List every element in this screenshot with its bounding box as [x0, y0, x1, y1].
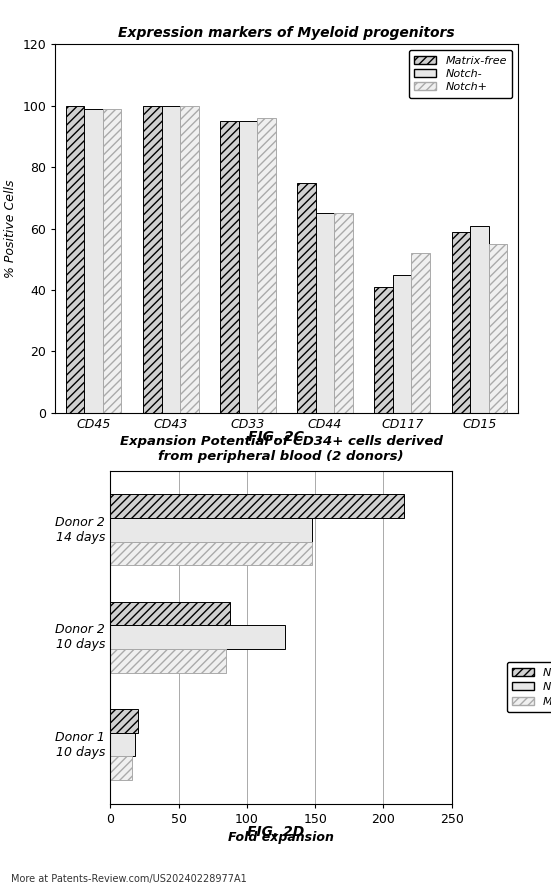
Bar [393, 274, 412, 413]
Bar [412, 253, 430, 413]
Bar [239, 121, 257, 413]
Bar [66, 106, 84, 413]
Title: Expansion Potential of CD34+ cells derived
from peripheral blood (2 donors): Expansion Potential of CD34+ cells deriv… [120, 434, 442, 463]
Bar [375, 287, 393, 413]
Bar [220, 121, 239, 413]
Text: FIG. 2D: FIG. 2D [247, 825, 304, 839]
Bar [180, 106, 198, 413]
Bar [110, 649, 226, 672]
Bar [334, 213, 353, 413]
Text: FIG. 2C: FIG. 2C [247, 430, 304, 444]
Bar [110, 625, 285, 649]
Bar [489, 244, 507, 413]
Bar [257, 118, 276, 413]
Bar [84, 109, 103, 413]
Bar [470, 226, 489, 413]
Bar [316, 213, 334, 413]
Legend: Matrix-free, Notch-, Notch+: Matrix-free, Notch-, Notch+ [409, 50, 512, 98]
X-axis label: Fold expansion: Fold expansion [228, 831, 334, 844]
Bar [161, 106, 180, 413]
Bar [110, 542, 312, 565]
Bar [110, 518, 312, 542]
Bar [452, 232, 470, 413]
Bar [110, 733, 135, 757]
Legend: Notch+, Notch-, Matrix-free: Notch+, Notch-, Matrix-free [506, 662, 551, 712]
Bar [298, 183, 316, 413]
Bar [103, 109, 121, 413]
Bar [110, 602, 230, 625]
Bar [110, 495, 404, 518]
Title: Expression markers of Myeloid progenitors: Expression markers of Myeloid progenitor… [118, 27, 455, 41]
Bar [110, 710, 138, 733]
Text: More at Patents-Review.com/US20240228977A1: More at Patents-Review.com/US20240228977… [11, 874, 247, 884]
Bar [110, 757, 132, 780]
Bar [143, 106, 161, 413]
Y-axis label: % Positive Cells: % Positive Cells [4, 179, 17, 278]
